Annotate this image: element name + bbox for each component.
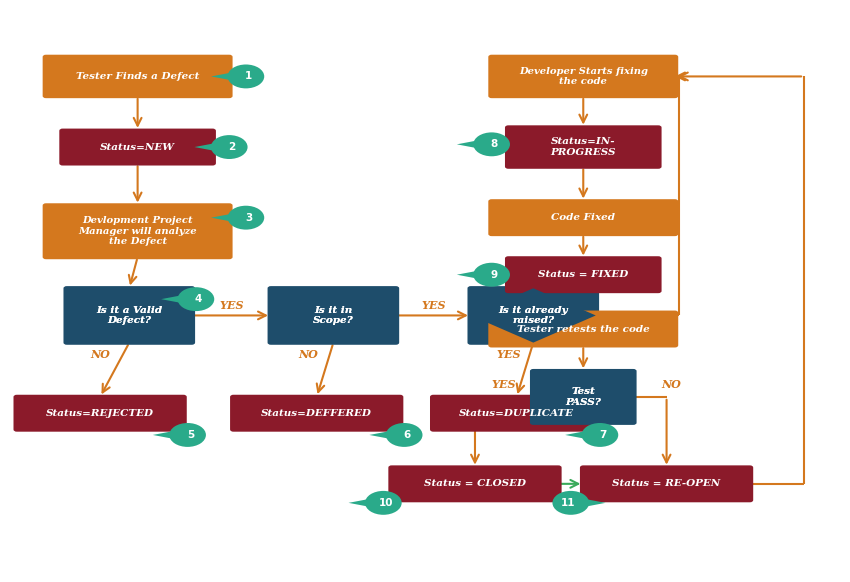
Text: Is it a Valid
Defect?: Is it a Valid Defect? (96, 306, 162, 325)
Text: 3: 3 (245, 212, 252, 223)
Text: Is it already
raised?: Is it already raised? (498, 306, 568, 325)
Text: 4: 4 (195, 294, 202, 304)
Polygon shape (195, 140, 230, 154)
Polygon shape (348, 496, 383, 509)
Text: Status=REJECTED: Status=REJECTED (46, 409, 154, 418)
Circle shape (473, 132, 510, 157)
Circle shape (581, 423, 618, 447)
Text: 2: 2 (229, 142, 235, 152)
Text: Status = CLOSED: Status = CLOSED (424, 480, 526, 488)
Polygon shape (153, 428, 188, 442)
FancyBboxPatch shape (580, 466, 753, 502)
Text: YES: YES (492, 379, 517, 391)
FancyBboxPatch shape (42, 203, 233, 259)
Polygon shape (211, 70, 246, 83)
Polygon shape (67, 288, 192, 343)
FancyBboxPatch shape (505, 125, 661, 169)
FancyBboxPatch shape (268, 286, 400, 345)
Circle shape (386, 423, 422, 447)
Polygon shape (456, 138, 491, 151)
Text: 11: 11 (561, 498, 575, 508)
Polygon shape (162, 293, 196, 306)
Text: Devlopment Project
Manager will analyze
the Defect: Devlopment Project Manager will analyze … (78, 217, 197, 246)
Circle shape (552, 491, 589, 515)
Text: Status = RE-OPEN: Status = RE-OPEN (613, 480, 721, 488)
Polygon shape (471, 288, 596, 343)
Circle shape (169, 423, 206, 447)
Text: Is it already
raised?: Is it already raised? (498, 306, 568, 325)
Text: YES: YES (219, 300, 244, 311)
Polygon shape (271, 288, 396, 343)
Text: 10: 10 (379, 498, 394, 508)
Text: Developer Starts fixing
the code: Developer Starts fixing the code (518, 67, 648, 86)
Text: YES: YES (496, 349, 520, 360)
Text: Is it a Valid
Defect?: Is it a Valid Defect? (96, 306, 162, 325)
FancyBboxPatch shape (488, 55, 678, 98)
Polygon shape (533, 371, 633, 423)
Text: 6: 6 (403, 430, 411, 440)
FancyBboxPatch shape (468, 286, 599, 345)
Text: Code Fixed: Code Fixed (552, 213, 615, 222)
Polygon shape (456, 268, 491, 281)
Text: 5: 5 (187, 430, 194, 440)
Circle shape (365, 491, 402, 515)
Text: 7: 7 (599, 430, 606, 440)
Text: NO: NO (660, 379, 681, 391)
Text: Status=IN-
PROGRESS: Status=IN- PROGRESS (551, 137, 616, 157)
Polygon shape (571, 496, 605, 509)
Text: Is it in
Scope?: Is it in Scope? (313, 306, 354, 325)
Text: Status=NEW: Status=NEW (100, 143, 175, 151)
Text: YES: YES (421, 300, 445, 311)
Text: Status = FIXED: Status = FIXED (538, 270, 628, 279)
Text: Status=DUPLICATE: Status=DUPLICATE (459, 409, 574, 418)
Polygon shape (370, 428, 405, 442)
Text: Tester Finds a Defect: Tester Finds a Defect (76, 72, 199, 81)
Text: Is it in
Scope?: Is it in Scope? (313, 306, 354, 325)
FancyBboxPatch shape (60, 129, 216, 165)
FancyBboxPatch shape (14, 395, 187, 432)
Circle shape (228, 65, 264, 88)
Circle shape (228, 205, 264, 230)
Text: 1: 1 (245, 72, 252, 81)
Text: NO: NO (298, 349, 318, 360)
FancyBboxPatch shape (430, 395, 604, 432)
Text: 9: 9 (490, 269, 498, 280)
FancyBboxPatch shape (488, 311, 678, 347)
Polygon shape (211, 211, 246, 224)
Text: Test
PASS?: Test PASS? (565, 387, 601, 407)
Circle shape (211, 135, 247, 159)
FancyBboxPatch shape (488, 199, 678, 236)
FancyBboxPatch shape (64, 286, 196, 345)
Text: Test
PASS?: Test PASS? (565, 387, 601, 407)
Text: Tester retests the code: Tester retests the code (517, 325, 649, 333)
FancyBboxPatch shape (505, 256, 661, 293)
FancyBboxPatch shape (388, 466, 562, 502)
Text: 8: 8 (490, 139, 498, 150)
Circle shape (178, 287, 214, 311)
Polygon shape (565, 428, 600, 442)
Text: NO: NO (90, 349, 110, 360)
Text: Status=DEFFERED: Status=DEFFERED (261, 409, 372, 418)
FancyBboxPatch shape (230, 395, 404, 432)
Circle shape (473, 262, 510, 287)
FancyBboxPatch shape (530, 369, 637, 425)
FancyBboxPatch shape (42, 55, 233, 98)
